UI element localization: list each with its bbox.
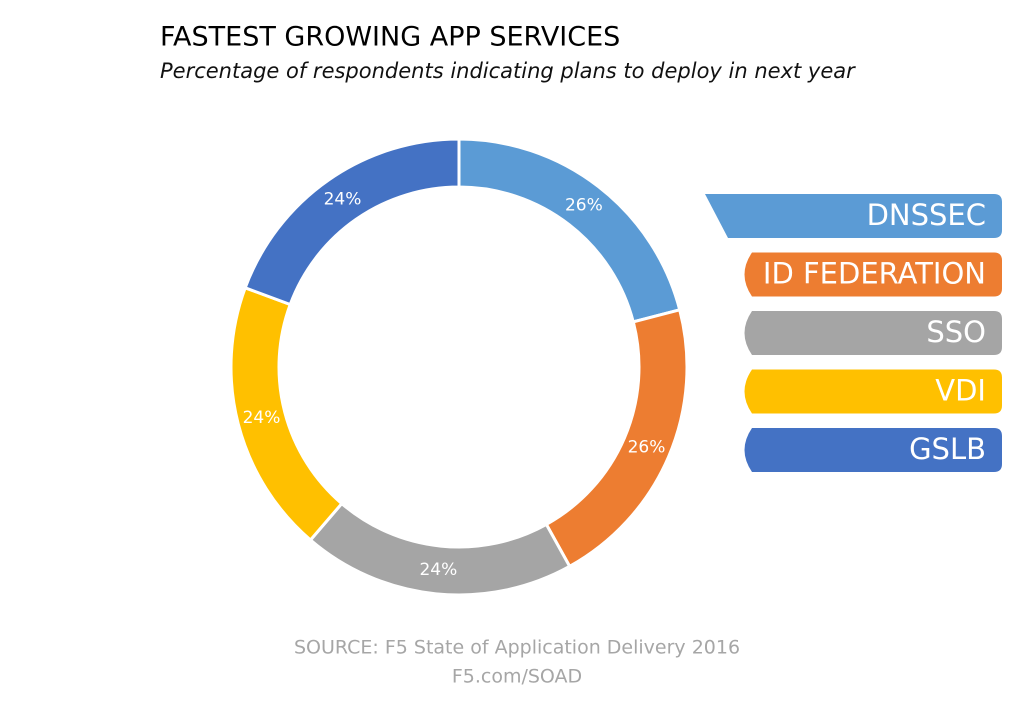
legend-label: DNSSEC: [867, 198, 986, 232]
legend-swatch: [744, 369, 1002, 414]
data-label: 26%: [628, 437, 666, 457]
legend-label: GSLB: [909, 432, 986, 466]
donut-slice: [308, 501, 572, 597]
legend-label: VDI: [935, 374, 986, 408]
source-link: F5.com/SOAD: [452, 666, 582, 688]
chart-subtitle: Percentage of respondents indicating pla…: [160, 59, 856, 83]
donut-slice: [243, 137, 461, 307]
legend-label: SSO: [926, 315, 986, 349]
donut-slice: [544, 308, 689, 569]
data-label: 24%: [324, 190, 362, 210]
data-label: 24%: [419, 560, 457, 580]
legend-swatch: [744, 252, 1002, 297]
source-note: SOURCE: F5 State of Application Delivery…: [294, 637, 740, 659]
data-label: 24%: [243, 408, 281, 428]
legend-swatch: [705, 194, 1002, 238]
chart-title: FASTEST GROWING APP SERVICES: [160, 22, 620, 53]
legend-label: ID FEDERATION: [763, 257, 986, 291]
legend-swatch: [744, 311, 1002, 355]
legend-swatch: [744, 428, 1002, 472]
donut-slice: [457, 137, 682, 324]
data-label: 26%: [565, 196, 603, 216]
